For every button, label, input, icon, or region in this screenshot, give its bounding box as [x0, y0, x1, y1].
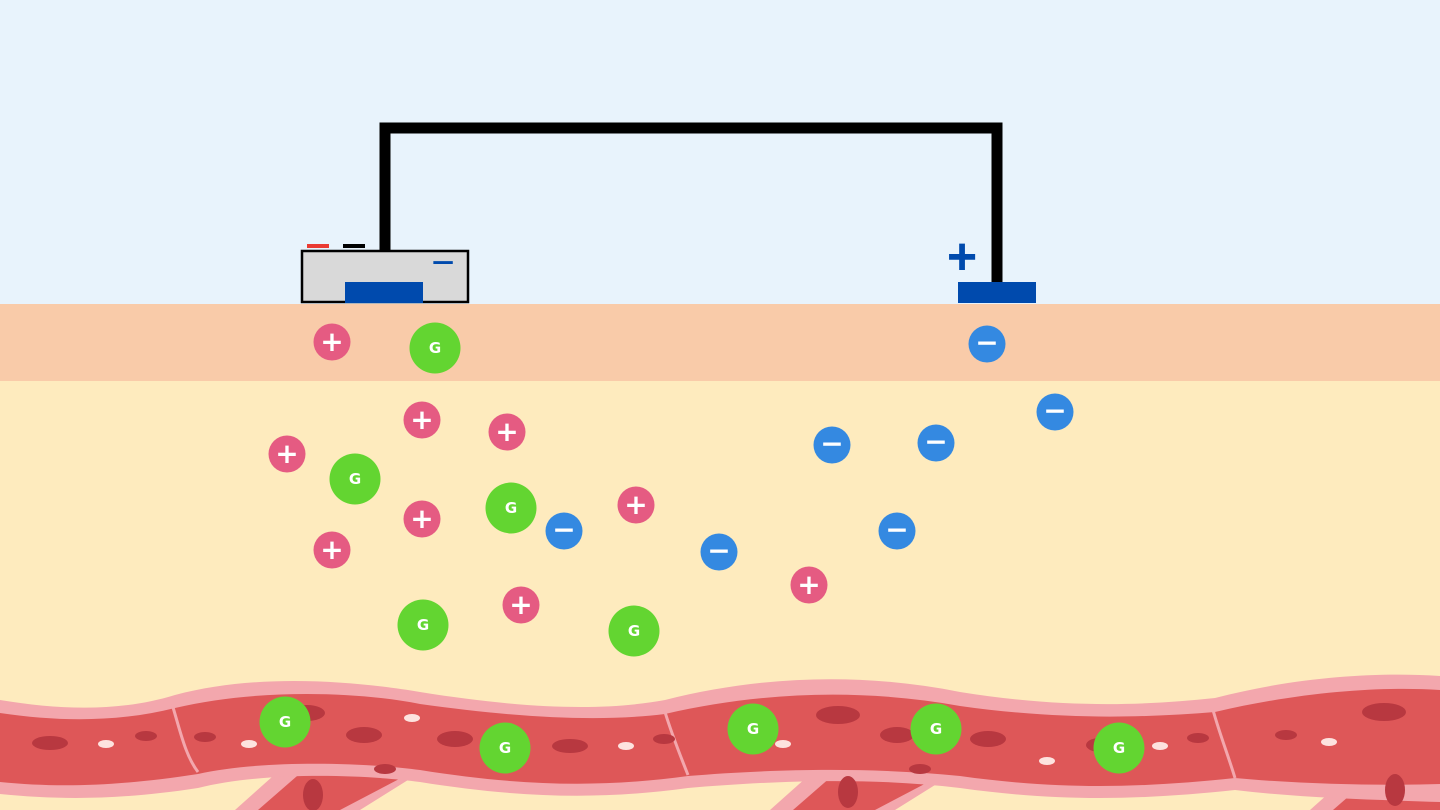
vessel-lumen	[0, 688, 1440, 786]
cation-symbol: +	[797, 568, 820, 601]
red-blood-cell	[374, 764, 396, 774]
red-blood-cell	[346, 727, 382, 743]
red-blood-cell	[32, 736, 68, 750]
plus-circle-icon: +	[403, 500, 441, 538]
plus-circle-icon: +	[313, 531, 351, 569]
red-blood-cell	[194, 732, 216, 742]
cation-symbol: +	[495, 415, 518, 448]
plus-circle-icon: +	[488, 413, 526, 451]
plasma-spot	[1321, 738, 1337, 746]
anion-symbol: −	[820, 427, 843, 460]
minus-circle-icon: −	[1036, 393, 1074, 431]
glucose-symbol: G	[747, 720, 759, 738]
plus-circle-icon: +	[313, 323, 351, 361]
plus-circle-icon: +	[403, 401, 441, 439]
minus-circle-icon: −	[917, 424, 955, 462]
glucose-molecule-icon: G	[910, 703, 962, 755]
skin-layer	[0, 304, 1440, 381]
red-blood-cell	[970, 731, 1006, 747]
red-blood-cell	[816, 706, 860, 724]
plasma-spot	[618, 742, 634, 750]
glucose-symbol: G	[628, 622, 640, 640]
plasma-spot	[98, 740, 114, 748]
cation-symbol: +	[320, 533, 343, 566]
glucose-molecule-icon: G	[329, 453, 381, 505]
glucose-symbol: G	[930, 720, 942, 738]
red-blood-cell	[1275, 730, 1297, 740]
glucose-symbol: G	[499, 739, 511, 757]
vessel-seam	[663, 711, 690, 776]
glucose-symbol: G	[505, 499, 517, 517]
red-blood-cell	[653, 734, 675, 744]
blood-vessel-network	[0, 674, 1440, 810]
red-blood-cell	[1385, 774, 1405, 806]
red-blood-cell	[552, 739, 588, 753]
connecting-wire	[379, 122, 1003, 282]
air-region	[0, 0, 1440, 304]
cation-symbol: +	[275, 437, 298, 470]
reverse-iontophoresis-device: −	[300, 241, 470, 304]
glucose-molecule-icon: G	[397, 599, 449, 651]
cation-symbol: +	[410, 403, 433, 436]
glucose-molecule-icon: G	[485, 482, 537, 534]
glucose-molecule-icon: G	[727, 703, 779, 755]
glucose-symbol: G	[417, 616, 429, 634]
red-blood-cell	[437, 731, 473, 747]
black-indicator-light	[343, 244, 365, 248]
red-blood-cell	[838, 776, 858, 808]
plasma-spot	[1039, 757, 1055, 765]
glucose-symbol: G	[1113, 739, 1125, 757]
anode-pad	[958, 282, 1036, 303]
glucose-molecule-icon: G	[608, 605, 660, 657]
red-blood-cell	[1362, 703, 1406, 721]
positive-electrode-anode: +	[947, 228, 1036, 303]
red-blood-cell	[909, 764, 931, 774]
anion-symbol: −	[707, 534, 730, 567]
plus-circle-icon: +	[502, 586, 540, 624]
plus-circle-icon: +	[790, 566, 828, 604]
anion-symbol: −	[885, 513, 908, 546]
minus-circle-icon: −	[878, 512, 916, 550]
anion-symbol: −	[1043, 394, 1066, 427]
glucose-symbol: G	[429, 339, 441, 357]
red-blood-cell	[1187, 733, 1209, 743]
anion-symbol: −	[552, 513, 575, 546]
cation-symbol: +	[410, 502, 433, 535]
cation-symbol: +	[509, 588, 532, 621]
red-blood-cell	[135, 731, 157, 741]
device-negative-sign: −	[431, 241, 454, 285]
positive-sign: +	[947, 228, 977, 286]
anion-symbol: −	[924, 425, 947, 458]
blood-cells	[32, 703, 1406, 810]
glucose-symbol: G	[349, 470, 361, 488]
minus-circle-icon: −	[813, 426, 851, 464]
plus-circle-icon: +	[617, 486, 655, 524]
glucose-molecule-icon: G	[259, 696, 311, 748]
plasma-spot	[404, 714, 420, 722]
minus-circle-icon: −	[968, 325, 1006, 363]
vessel-seam	[1211, 709, 1237, 779]
minus-circle-icon: −	[700, 533, 738, 571]
glucose-molecule-icon: G	[1093, 722, 1145, 774]
plus-circle-icon: +	[268, 435, 306, 473]
anion-symbol: −	[975, 326, 998, 359]
red-blood-cell	[303, 779, 323, 810]
glucose-molecule-icon: G	[409, 322, 461, 374]
cation-symbol: +	[624, 488, 647, 521]
negative-electrode-cathode	[345, 282, 423, 303]
plasma-spot	[1152, 742, 1168, 750]
vessel-seam	[170, 703, 200, 773]
minus-circle-icon: −	[545, 512, 583, 550]
glucose-symbol: G	[279, 713, 291, 731]
molecules: + + + + + + + + + − − − − − − − G G G G G G G G G G	[259, 322, 1145, 774]
plasma-spot	[241, 740, 257, 748]
cation-symbol: +	[320, 325, 343, 358]
plasma-spot	[775, 740, 791, 748]
red-blood-cell	[880, 727, 914, 743]
glucose-molecule-icon: G	[479, 722, 531, 774]
red-indicator-light	[307, 244, 329, 248]
